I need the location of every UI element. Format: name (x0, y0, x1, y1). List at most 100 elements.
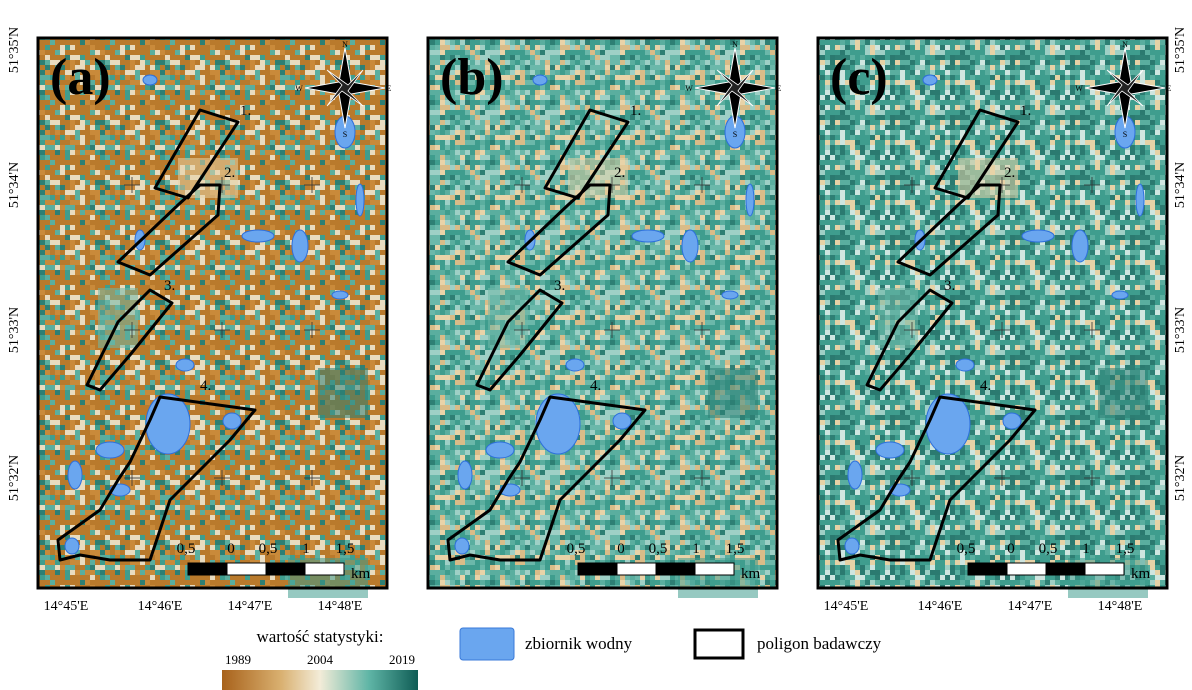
water-body (746, 184, 754, 216)
water-body (876, 442, 904, 458)
polygon-label: 4. (980, 378, 991, 394)
polygon-label: 2. (614, 165, 625, 181)
scale-label: 0,5 (1039, 541, 1058, 557)
compass-letter: S (733, 130, 737, 139)
water-body (566, 359, 584, 371)
land-patch (708, 368, 758, 418)
scale-label: 0,5 (649, 541, 668, 557)
water-body (956, 359, 974, 371)
scale-label: 0 (1007, 541, 1015, 557)
scale-segment (1085, 563, 1124, 575)
legend-tick: 1989 (225, 652, 251, 667)
water-body (65, 538, 79, 554)
map-background (428, 38, 777, 588)
polygon-label: 3. (944, 278, 955, 294)
water-body (455, 538, 469, 554)
scale-label: 0,5 (957, 541, 976, 557)
latitude-label: 51°34'N (7, 162, 22, 208)
water-body (848, 461, 862, 489)
scale-segment (656, 563, 695, 575)
latitude-label: 51°33'N (1173, 307, 1188, 353)
water-swatch (460, 628, 514, 660)
scale-label: 1 (1082, 541, 1090, 557)
compass-letter: N (342, 40, 348, 49)
compass-letter: S (1123, 130, 1127, 139)
scale-label: 0,5 (259, 541, 278, 557)
legend-polygon: poligon badawczy (757, 634, 882, 653)
water-body (1003, 413, 1021, 429)
water-body (332, 291, 348, 299)
longitude-label: 14°45'E (824, 599, 869, 614)
water-body (1112, 291, 1128, 299)
longitude-label: 14°48'E (1098, 599, 1143, 614)
color-ramp (222, 670, 418, 690)
scale-segment (188, 563, 227, 575)
water-body (613, 413, 631, 429)
longitude-label: 14°46'E (918, 599, 963, 614)
water-body (722, 291, 738, 299)
map-background (818, 38, 1167, 588)
compass-letter: N (1122, 40, 1128, 49)
latitude-label: 51°34'N (1173, 162, 1188, 208)
water-body (926, 394, 970, 454)
water-body (923, 75, 937, 85)
compass-letter: S (343, 130, 347, 139)
polygon-label: 2. (224, 165, 235, 181)
water-body (242, 230, 274, 242)
legend-tick: 2019 (389, 652, 415, 667)
polygon-label: 3. (554, 278, 565, 294)
water-body (1072, 230, 1088, 262)
latitude-label: 51°33'N (7, 307, 22, 353)
map-panel: 1.2.3.4.(b)NESW0,500,511,5km (428, 38, 782, 598)
compass-letter: W (295, 84, 303, 93)
latitude-label: 51°35'N (7, 27, 22, 73)
panel-label: (a) (50, 49, 111, 106)
compass-letter: W (685, 84, 693, 93)
scale-segment (617, 563, 656, 575)
water-body (632, 230, 664, 242)
water-body (143, 75, 157, 85)
water-body (68, 461, 82, 489)
water-body (1136, 184, 1144, 216)
scale-label: 1,5 (1116, 541, 1135, 557)
scale-label: 1,5 (336, 541, 355, 557)
scale-segment (578, 563, 617, 575)
scale-label: 0 (227, 541, 235, 557)
scale-label: 1 (302, 541, 310, 557)
scale-segment (695, 563, 734, 575)
scale-label: 1 (692, 541, 700, 557)
legend-tick: 2004 (307, 652, 334, 667)
latitude-label: 51°35'N (1173, 27, 1188, 73)
polygon-label: 1. (1020, 103, 1031, 119)
water-body (223, 413, 241, 429)
water-body (1022, 230, 1054, 242)
water-body (533, 75, 547, 85)
scale-label: 0,5 (567, 541, 586, 557)
water-body (682, 230, 698, 262)
scale-label: 1,5 (726, 541, 745, 557)
polygon-label: 4. (200, 378, 211, 394)
scale-segment (266, 563, 305, 575)
water-body (486, 442, 514, 458)
longitude-label: 14°46'E (138, 599, 183, 614)
land-patch (488, 288, 528, 348)
longitude-label: 14°47'E (228, 599, 273, 614)
polygon-label: 4. (590, 378, 601, 394)
land-patch (98, 288, 138, 348)
water-body (292, 230, 308, 262)
legend-title: wartość statystyki: (256, 627, 383, 646)
panel-label: (b) (440, 49, 504, 106)
water-body (96, 442, 124, 458)
longitude-label: 14°47'E (1008, 599, 1053, 614)
scale-segment (305, 563, 344, 575)
latitude-label: 51°32'N (7, 455, 22, 501)
scale-label: 0 (617, 541, 625, 557)
panel-label: (c) (830, 49, 888, 106)
polygon-label: 2. (1004, 165, 1015, 181)
polygon-swatch (695, 630, 743, 658)
legend-water: zbiornik wodny (525, 634, 633, 653)
map-background (38, 38, 387, 588)
scale-label: 0,5 (177, 541, 196, 557)
